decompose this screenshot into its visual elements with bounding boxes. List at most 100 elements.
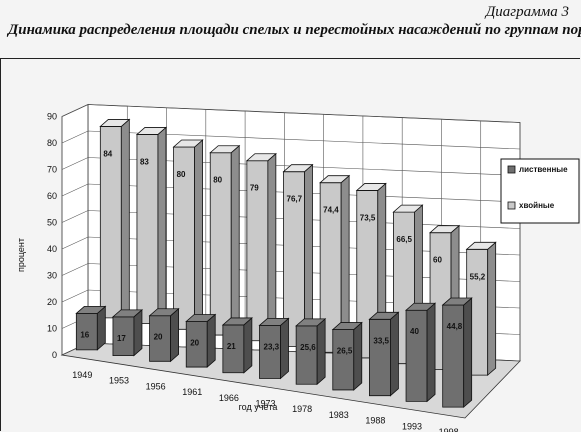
bar-conifer-top: [135, 127, 168, 135]
bar-deciduous-side: [96, 305, 106, 351]
bar-conifer: [209, 144, 241, 336]
x-tick-label: 1966: [219, 393, 239, 403]
legend: лиственные хвойные: [500, 158, 580, 224]
bar-deciduous-top: [111, 309, 144, 318]
bar-deciduous: [75, 305, 107, 351]
bar-label-conifer: 66,5: [396, 235, 412, 244]
chart-frame: [0, 58, 580, 431]
bar-deciduous: [221, 317, 253, 374]
bar-conifer-top: [172, 139, 204, 148]
bar-deciduous: [368, 311, 400, 397]
bar-deciduous-top: [441, 297, 473, 306]
y-tick-label: 0: [52, 350, 57, 360]
x-axis-labels: 1949 1953 1956 1961 1966 1973 1978 1983 1988 1993…: [72, 370, 458, 432]
bar-deciduous-top: [258, 317, 290, 326]
bar-label-deciduous: 23,3: [264, 342, 280, 351]
bar-deciduous: [441, 297, 473, 409]
bar-deciduous-front: [405, 309, 428, 402]
bar-deciduous-side: [390, 311, 399, 397]
bar-label-deciduous: 25,6: [300, 343, 316, 352]
bar-conifer-top: [392, 204, 424, 213]
bar-label-deciduous: 20: [190, 338, 199, 347]
y-axis-label: процент: [16, 238, 26, 272]
bar-conifer: [245, 152, 277, 342]
bar-label-deciduous: 20: [154, 333, 163, 342]
bar-conifer-side: [157, 126, 167, 325]
bar-label-conifer: 73,5: [360, 213, 376, 222]
bar-deciduous: [295, 318, 327, 386]
bar-label-deciduous: 26,5: [337, 347, 353, 356]
bar-deciduous-top: [148, 308, 180, 317]
y-tick-label: 20: [47, 297, 57, 307]
bar-conifer-side: [267, 152, 277, 342]
bar-conifer: [355, 182, 387, 359]
bar-conifer-top: [319, 175, 351, 184]
y-tick-label: 40: [47, 244, 57, 254]
bar-conifer-top: [245, 153, 277, 162]
y-tick-label: 90: [47, 112, 57, 122]
bar-deciduous-top: [221, 317, 253, 326]
bar-deciduous-top: [185, 314, 217, 322]
bar-deciduous-top: [331, 322, 363, 330]
bar-label-conifer: 80: [213, 176, 222, 185]
x-tick-label: 1983: [329, 410, 349, 420]
series-deciduous: 16 17 20 20 21 23,3 25,6 26,5 33,5 40 44,8: [75, 297, 473, 409]
chart-title: Динамика распределения площади спелых и …: [8, 22, 581, 38]
bar-label-deciduous: 17: [117, 334, 126, 343]
bar-deciduous-side: [353, 321, 363, 391]
bar-conifer-top: [465, 241, 497, 250]
bar-deciduous: [111, 308, 144, 357]
bar-label-deciduous: 21: [227, 342, 236, 351]
x-tick-label: 1949: [72, 370, 92, 380]
bar-deciduous-side: [170, 307, 179, 363]
bar-deciduous-top: [368, 311, 400, 320]
bar-label-deciduous: 16: [80, 330, 89, 339]
x-tick-label: 1973: [255, 399, 275, 409]
y-tick-label: 30: [47, 271, 57, 281]
bar-deciduous-side: [426, 302, 436, 403]
bar-deciduous-side: [463, 297, 473, 409]
x-tick-label: 1961: [182, 387, 202, 397]
bar-deciduous-top: [404, 302, 437, 311]
bar-deciduous-top: [75, 305, 107, 314]
bar-deciduous-side: [316, 318, 326, 386]
legend-label: хвойные: [519, 201, 555, 210]
bar-label-deciduous: 40: [410, 327, 419, 336]
bar-conifer-side: [120, 118, 130, 319]
bar-deciduous-side: [280, 317, 289, 380]
diagram-number: Диаграмма 3: [485, 4, 569, 20]
bar-label-conifer: 84: [103, 149, 112, 158]
bar-label-conifer: 83: [140, 157, 149, 166]
bar-conifer: [172, 139, 204, 331]
bar-deciduous: [331, 321, 363, 391]
bar-conifer-top: [428, 225, 461, 234]
bar-conifer-top: [99, 119, 131, 127]
bar-conifer-top: [209, 145, 241, 154]
x-tick-label: 1978: [292, 404, 312, 414]
bar-deciduous-side: [206, 313, 216, 368]
bar-conifer-side: [194, 139, 203, 331]
bar-deciduous-front: [295, 325, 318, 385]
bar-conifer-side: [487, 241, 497, 377]
bar-deciduous-front: [369, 318, 391, 397]
bar-deciduous: [258, 317, 290, 380]
bar-deciduous-side: [133, 308, 143, 357]
bar-conifer: [99, 118, 131, 319]
bar-deciduous-side: [243, 317, 253, 374]
bar-conifer-top: [282, 164, 314, 173]
legend-swatch: [507, 201, 516, 210]
legend-swatch: [507, 165, 516, 174]
y-tick-label: 10: [47, 324, 57, 334]
bar-label-conifer: 60: [433, 256, 442, 265]
x-axis-label: год учёта: [239, 402, 278, 412]
x-tick-label: 1953: [109, 376, 129, 386]
bar-label-conifer: 80: [177, 170, 186, 179]
bar-label-conifer: 79: [250, 184, 259, 193]
bar-label-conifer: 76,7: [287, 195, 303, 204]
bar-deciduous-front: [332, 329, 355, 391]
bar-deciduous: [404, 302, 437, 403]
series-conifer: 84 83 80 80 79 76,7 74,4 73,5 66,5 60 55,2: [99, 118, 497, 377]
y-tick-label: 80: [47, 138, 57, 148]
bar-label-conifer: 74,4: [323, 206, 339, 215]
y-tick-label: 50: [47, 218, 57, 228]
